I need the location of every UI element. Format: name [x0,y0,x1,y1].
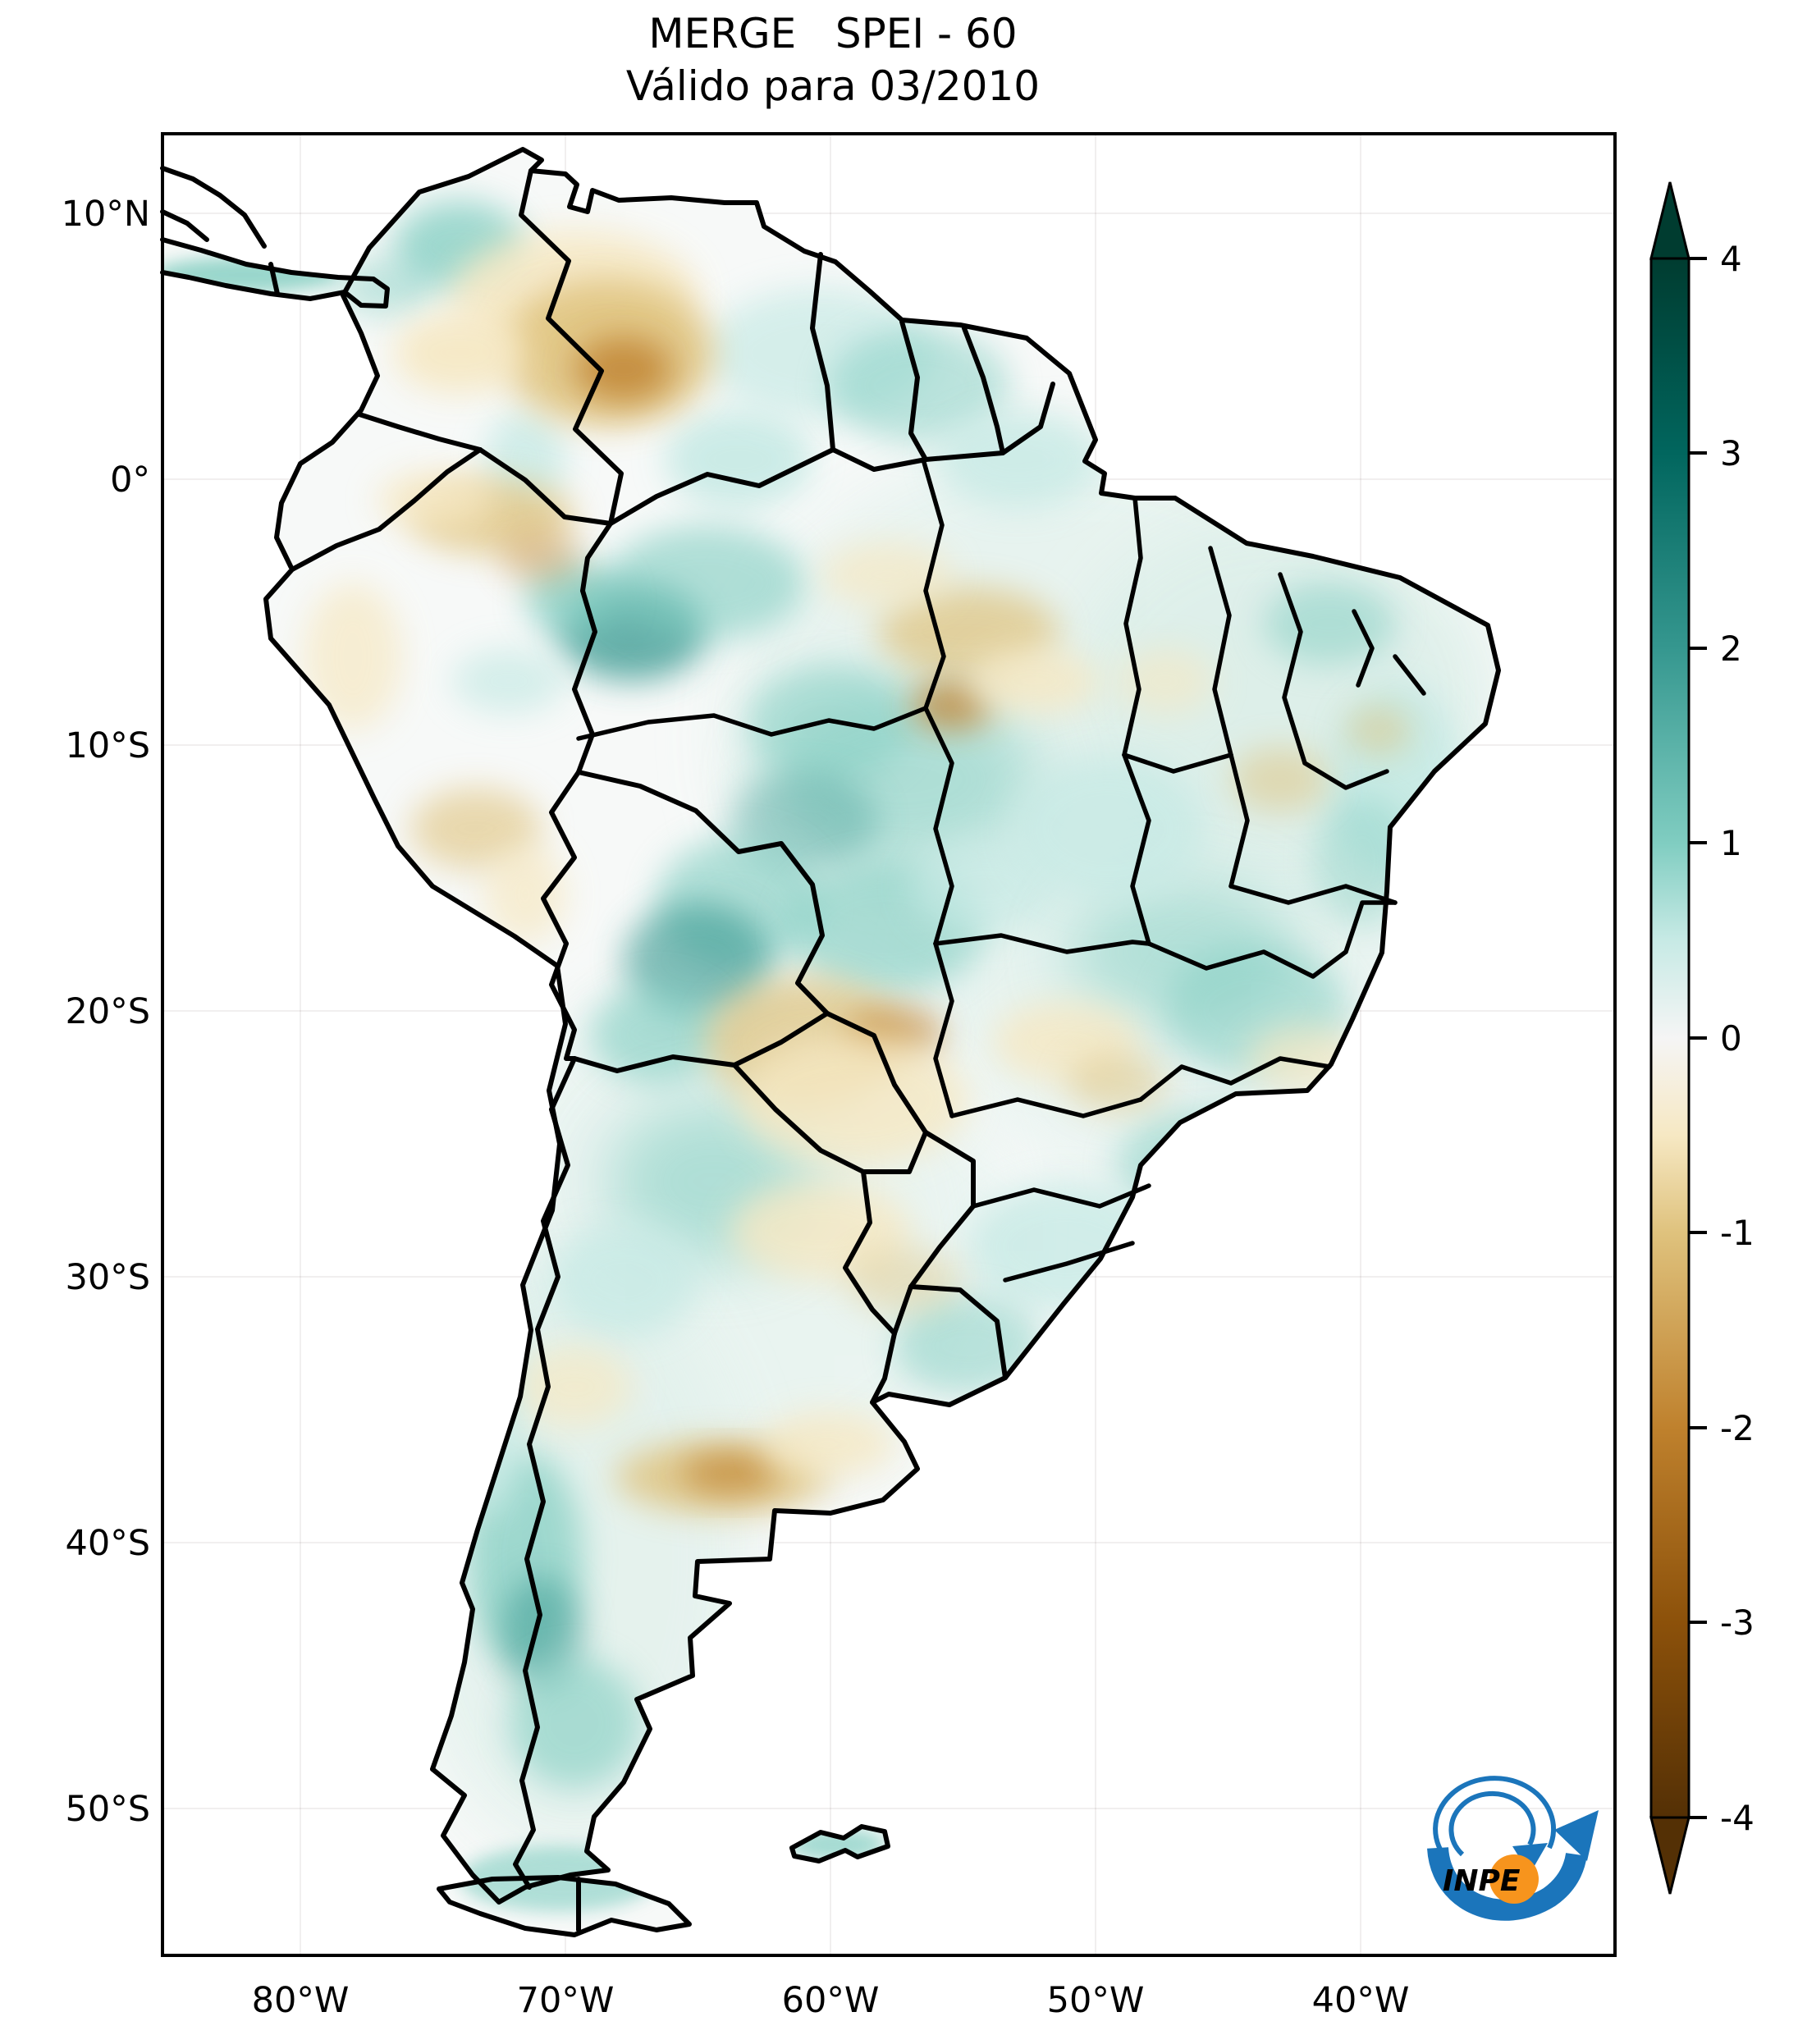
figure-title-line2: Válido para 03/2010 [626,62,1040,110]
colorbar: 4 3 2 1 0 -1 -2 -3 -4 [1649,181,1755,1895]
colorbar-gradient [1649,257,1690,1819]
lon-tick-label: 40°W [1312,1980,1410,2021]
lon-tick-label: 70°W [517,1980,615,2021]
plot-frame [161,132,1617,1957]
cb-tick-label: 4 [1720,239,1742,279]
latitude-axis: 10°N 0° 10°S 20°S 30°S 40°S 50°S [62,194,150,1830]
cb-tick-label: -4 [1720,1798,1755,1838]
lat-tick-label: 10°N [62,194,150,235]
lat-tick-label: 10°S [65,725,150,766]
inpe-logo: INPE [1427,1776,1599,1921]
logo-outer-arc [1433,1776,1557,1863]
cb-tick-label: -3 [1720,1603,1755,1643]
lat-tick-label: 30°S [65,1257,150,1298]
colorbar-lower-arrow [1649,1816,1690,1895]
country-borders [290,168,1055,1932]
cb-tick-label: 0 [1720,1018,1742,1059]
cb-tick-label: 1 [1720,823,1742,863]
lat-tick-label: 0° [110,460,150,501]
logo-down-arrowhead [1512,1843,1548,1874]
logo-up-arrowhead [1554,1810,1599,1861]
cb-tick-label: 3 [1720,433,1742,473]
logo-inner-arc [1448,1790,1536,1857]
state-borders [576,457,1426,1283]
lon-tick-label: 50°W [1047,1980,1145,2021]
figure-title-line1: MERGE SPEI - 60 [648,10,1017,57]
lon-tick-label: 80°W [252,1980,350,2021]
lon-tick-label: 60°W [782,1980,880,2021]
cb-tick-label: -2 [1720,1408,1755,1448]
lat-tick-label: 40°S [65,1523,150,1564]
logo-text: INPE [1443,1864,1521,1898]
cb-tick-label: -1 [1720,1213,1755,1253]
lat-tick-label: 20°S [65,991,150,1032]
logo-swoosh [1427,1846,1587,1921]
logo-orange-ball [1489,1854,1539,1904]
cb-tick-label: 2 [1720,629,1742,669]
colorbar-ticks [1689,257,1707,1819]
colorbar-upper-arrow [1649,181,1690,260]
colorbar-tick-labels: 4 3 2 1 0 -1 -2 -3 -4 [1720,239,1755,1838]
longitude-axis: 80°W 70°W 60°W 50°W 40°W [252,1980,1410,2021]
lat-tick-label: 50°S [65,1789,150,1830]
